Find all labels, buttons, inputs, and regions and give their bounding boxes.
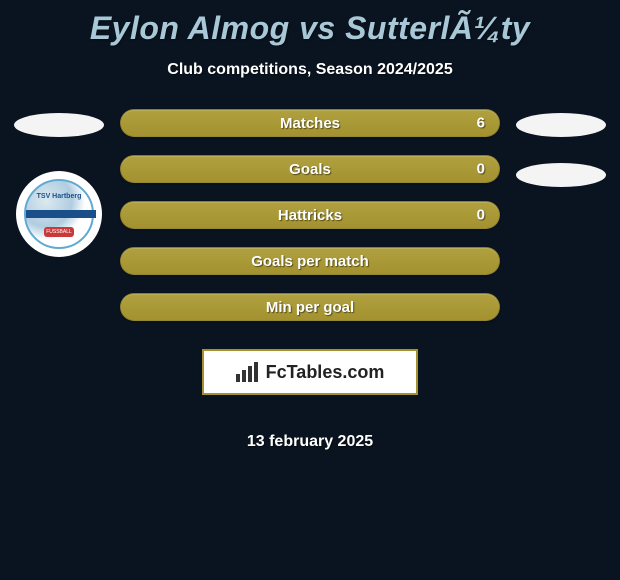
team1-badge: TSV Hartberg FUSSBALL [16,171,102,257]
date-text: 13 february 2025 [120,433,500,451]
team2-oval [516,163,606,187]
player1-oval [14,113,104,137]
right-column [510,109,612,187]
content-row: TSV Hartberg FUSSBALL Matches 6 Goals 0 … [0,109,620,451]
stat-label: Min per goal [266,299,354,316]
left-column: TSV Hartberg FUSSBALL [8,109,110,257]
stat-value-right: 6 [477,115,485,132]
badge-stripe [26,210,96,218]
stat-bar-matches: Matches 6 [120,109,500,137]
player2-oval [516,113,606,137]
stat-label: Goals per match [251,253,369,270]
brand-text: FcTables.com [266,362,385,383]
team-badge-graphic: TSV Hartberg FUSSBALL [24,179,94,249]
stat-value-right: 0 [477,161,485,178]
stat-bar-goals: Goals 0 [120,155,500,183]
bar-chart-icon [236,362,260,382]
badge-red-label: FUSSBALL [44,227,74,237]
stat-label: Hattricks [278,207,342,224]
stat-bars: Matches 6 Goals 0 Hattricks 0 Goals per … [120,109,500,451]
brand-box: FcTables.com [202,349,418,395]
stat-label: Goals [289,161,331,178]
stat-bar-hattricks: Hattricks 0 [120,201,500,229]
stat-bar-min-per-goal: Min per goal [120,293,500,321]
page-title: Eylon Almog vs SutterlÃ¼ty [0,0,620,47]
badge-text: TSV Hartberg [26,193,92,200]
stat-label: Matches [280,115,340,132]
stat-value-right: 0 [477,207,485,224]
subtitle: Club competitions, Season 2024/2025 [0,61,620,79]
stat-bar-goals-per-match: Goals per match [120,247,500,275]
